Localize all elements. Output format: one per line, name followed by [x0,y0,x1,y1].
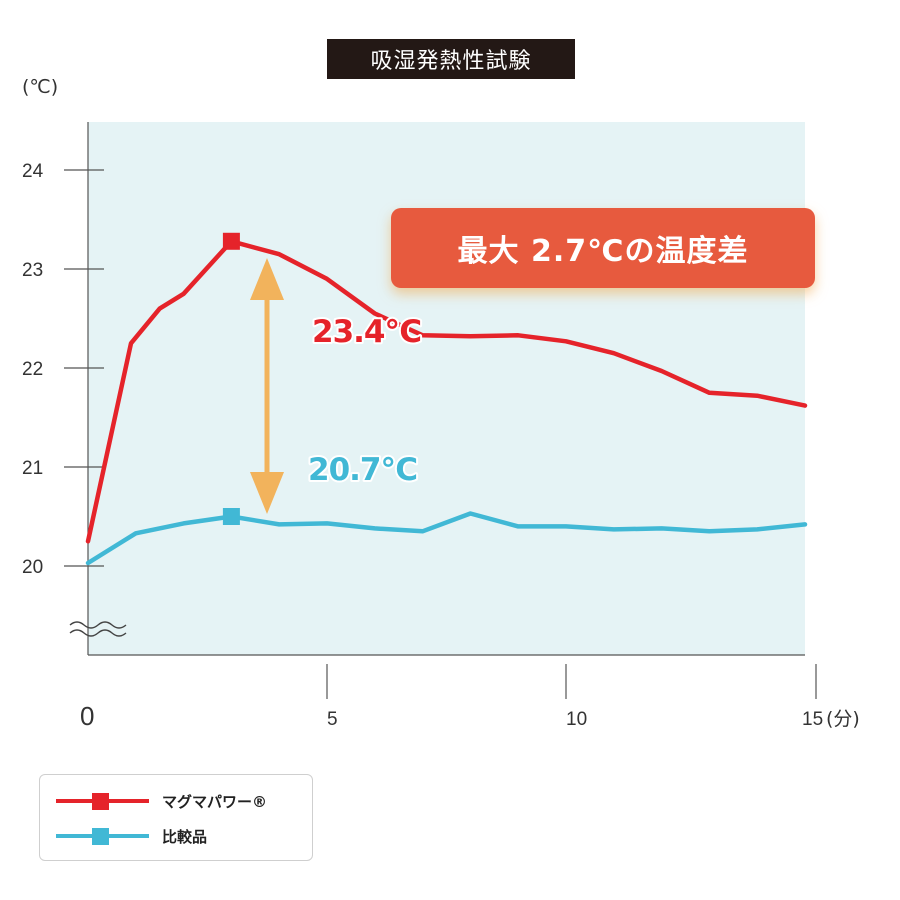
y-axis-unit: (℃) [22,76,59,98]
legend: マグマパワー® 比較品 [39,774,313,861]
legend-label-series2: 比較品 [162,828,208,846]
x-axis-unit: (分) [826,708,860,730]
annotation-low-value: 20.7℃ [308,452,417,488]
x-tick-label-0: 0 [80,701,94,731]
x-tick-label-10: 10 [566,709,587,730]
legend-swatch-series1 [56,793,149,810]
legend-item-series1: マグマパワー® [40,786,312,816]
y-tick-label-24: 24 [22,161,44,182]
series-marker-1 [222,232,240,250]
max-difference-callout: 最大 2.7℃の温度差 [391,208,815,288]
arrow-head-down [250,472,284,514]
series-line-1 [85,239,808,544]
series-marker-2 [222,508,240,525]
y-tick-label-20: 20 [22,557,43,578]
chart-title: 吸湿発熱性試験 [327,39,575,79]
axis-break-icon [69,621,127,637]
difference-arrow [250,258,284,514]
legend-item-series2: 比較品 [40,821,312,851]
axis-break-line-2 [69,629,127,637]
value-labels: 23.4℃ 20.7℃ [306,312,424,490]
annotation-high-value: 23.4℃ [312,314,421,350]
legend-swatch-series2 [56,828,149,845]
legend-label-series1: マグマパワー® [162,793,268,811]
series-layer [85,232,808,566]
x-tick-label-5: 5 [327,709,338,730]
y-tick-label-23: 23 [22,260,43,281]
y-tick-label-21: 21 [22,458,43,479]
arrow-head-up [250,258,284,300]
axes: 20 21 22 23 24 0 5 10 15 (分) [22,122,860,731]
x-tick-label-15: 15 [802,709,823,730]
y-tick-label-22: 22 [22,359,43,380]
series-line-2 [85,511,808,566]
axis-break-line-1 [69,621,127,629]
